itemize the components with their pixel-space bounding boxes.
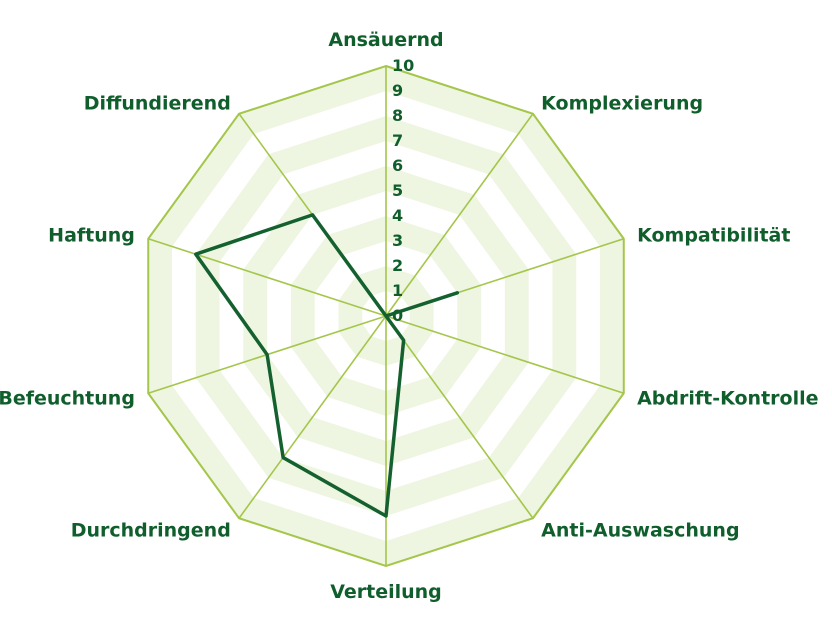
axis-label-8: Haftung bbox=[48, 224, 135, 246]
axis-label-1: Komplexierung bbox=[541, 92, 703, 114]
axis-spoke-6 bbox=[238, 315, 387, 519]
tick-label-3: 3 bbox=[392, 231, 403, 250]
axis-spoke-8 bbox=[147, 237, 387, 317]
tick-label-5: 5 bbox=[392, 181, 403, 200]
axis-label-4: Anti-Auswaschung bbox=[541, 520, 739, 542]
axis-spoke-3 bbox=[385, 315, 625, 395]
radar-axis-labels: Ansäuernd Komplexierung Kompatibilität Abdr… bbox=[0, 29, 819, 603]
tick-label-1: 1 bbox=[392, 281, 403, 300]
series-line-0 bbox=[194, 213, 460, 518]
axis-label-7: Befeuchtung bbox=[0, 388, 135, 410]
radar-series bbox=[194, 213, 460, 518]
axis-label-5: Verteilung bbox=[330, 581, 442, 603]
tick-label-8: 8 bbox=[392, 106, 403, 125]
axis-label-6: Durchdringend bbox=[71, 520, 231, 542]
axis-spoke-1 bbox=[385, 113, 534, 317]
axis-label-3: Abdrift-Kontrolle bbox=[637, 388, 818, 410]
tick-label-10: 10 bbox=[392, 56, 414, 75]
tick-label-0: 0 bbox=[392, 306, 403, 325]
tick-label-9: 9 bbox=[392, 81, 403, 100]
radar-spokes bbox=[147, 66, 625, 566]
tick-label-7: 7 bbox=[392, 131, 403, 150]
axis-label-2: Kompatibilität bbox=[637, 224, 790, 246]
tick-label-6: 6 bbox=[392, 156, 403, 175]
axis-label-9: Diffundierend bbox=[84, 92, 231, 114]
radar-tick-labels: 0 1 2 3 4 5 6 7 8 9 10 bbox=[392, 56, 414, 325]
axis-spoke-4 bbox=[385, 315, 534, 519]
axis-label-0: Ansäuernd bbox=[328, 29, 443, 51]
tick-label-2: 2 bbox=[392, 256, 403, 275]
tick-label-4: 4 bbox=[392, 206, 403, 225]
